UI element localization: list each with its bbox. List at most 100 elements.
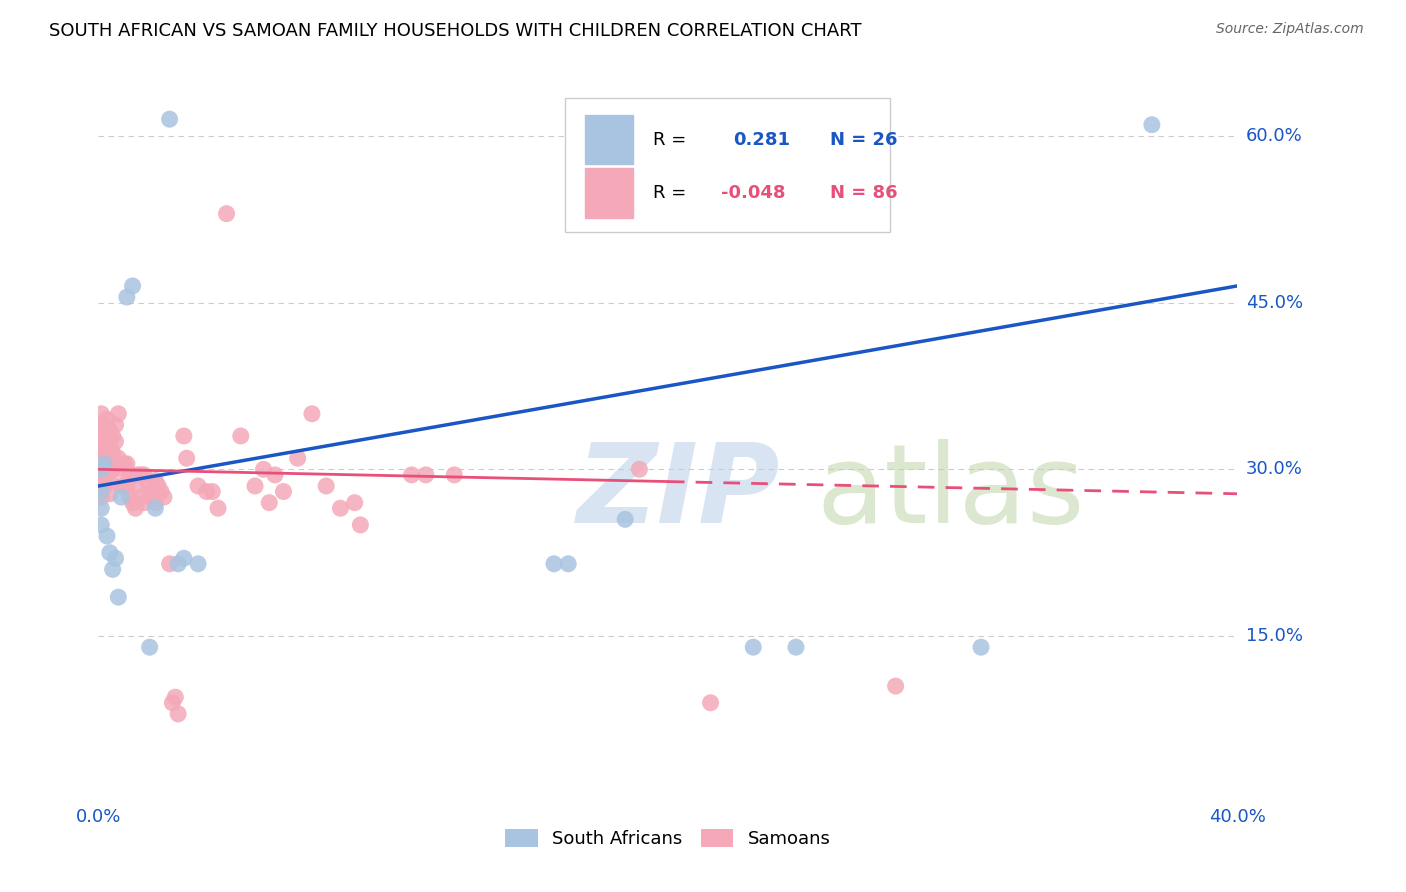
Text: 60.0%: 60.0% bbox=[1246, 127, 1302, 145]
Point bbox=[187, 557, 209, 571]
Point bbox=[93, 445, 115, 459]
Point bbox=[98, 440, 121, 454]
Point bbox=[129, 467, 152, 482]
Point bbox=[90, 467, 112, 482]
Point bbox=[167, 557, 190, 571]
Point bbox=[343, 496, 366, 510]
Point bbox=[112, 479, 135, 493]
Point bbox=[115, 290, 138, 304]
Point bbox=[884, 679, 907, 693]
Point bbox=[243, 479, 266, 493]
Point bbox=[173, 551, 195, 566]
Point bbox=[415, 467, 437, 482]
Point bbox=[110, 462, 132, 476]
Point bbox=[148, 479, 170, 493]
Point bbox=[101, 429, 124, 443]
Point bbox=[141, 484, 163, 499]
Point bbox=[129, 490, 152, 504]
Point bbox=[107, 407, 129, 421]
Point bbox=[349, 517, 371, 532]
Legend: South Africans, Samoans: South Africans, Samoans bbox=[498, 822, 838, 855]
Point bbox=[96, 529, 118, 543]
Point bbox=[93, 457, 115, 471]
Point bbox=[121, 496, 143, 510]
Point bbox=[145, 496, 167, 510]
Point bbox=[110, 479, 132, 493]
Point bbox=[124, 479, 146, 493]
Point bbox=[101, 562, 124, 576]
Point bbox=[259, 496, 281, 510]
Point bbox=[121, 279, 143, 293]
Point bbox=[167, 706, 190, 721]
Point bbox=[90, 462, 112, 476]
Point bbox=[138, 640, 160, 655]
Point bbox=[90, 484, 112, 499]
Bar bbox=[585, 115, 633, 164]
Point bbox=[252, 462, 274, 476]
FancyBboxPatch shape bbox=[565, 98, 890, 232]
Point bbox=[96, 445, 118, 459]
Point bbox=[150, 484, 173, 499]
Point bbox=[118, 467, 141, 482]
Point bbox=[90, 424, 112, 438]
Point bbox=[98, 487, 121, 501]
Point bbox=[110, 490, 132, 504]
Point bbox=[264, 467, 287, 482]
Point bbox=[93, 479, 115, 493]
Text: R =: R = bbox=[652, 184, 692, 202]
Point bbox=[112, 457, 135, 471]
Point bbox=[115, 457, 138, 471]
Point bbox=[273, 484, 295, 499]
Point bbox=[315, 479, 337, 493]
Point bbox=[201, 484, 224, 499]
Point bbox=[176, 451, 198, 466]
Point bbox=[96, 467, 118, 482]
Point bbox=[107, 590, 129, 604]
Point bbox=[215, 207, 238, 221]
Point bbox=[970, 640, 993, 655]
Point bbox=[127, 467, 149, 482]
Point bbox=[124, 501, 146, 516]
Point bbox=[93, 457, 115, 471]
Point bbox=[98, 457, 121, 471]
Point bbox=[153, 490, 176, 504]
Point bbox=[329, 501, 352, 516]
Point bbox=[96, 429, 118, 443]
Point bbox=[98, 424, 121, 438]
Point bbox=[121, 467, 143, 482]
Text: R =: R = bbox=[652, 131, 692, 149]
Point bbox=[93, 467, 115, 482]
Text: 0.281: 0.281 bbox=[733, 131, 790, 149]
Point bbox=[287, 451, 309, 466]
Point bbox=[132, 467, 155, 482]
Point bbox=[90, 479, 112, 493]
Point bbox=[557, 557, 579, 571]
Point bbox=[104, 434, 127, 449]
Text: atlas: atlas bbox=[815, 439, 1084, 546]
Point bbox=[159, 112, 181, 127]
Point bbox=[90, 407, 112, 421]
Point bbox=[301, 407, 323, 421]
Text: ZIP: ZIP bbox=[576, 439, 780, 546]
Point bbox=[195, 484, 218, 499]
Text: N = 86: N = 86 bbox=[830, 184, 897, 202]
Point bbox=[98, 546, 121, 560]
Point bbox=[401, 467, 423, 482]
Point bbox=[118, 490, 141, 504]
Point bbox=[187, 479, 209, 493]
Text: 30.0%: 30.0% bbox=[1246, 460, 1303, 478]
Point bbox=[614, 512, 637, 526]
Point bbox=[145, 501, 167, 516]
Point bbox=[96, 412, 118, 426]
Point bbox=[165, 690, 187, 705]
Point bbox=[1140, 118, 1163, 132]
Point bbox=[207, 501, 229, 516]
Point bbox=[115, 479, 138, 493]
Point bbox=[90, 440, 112, 454]
Point bbox=[132, 496, 155, 510]
Point bbox=[145, 474, 167, 488]
Text: 15.0%: 15.0% bbox=[1246, 627, 1303, 645]
Point bbox=[93, 434, 115, 449]
Point bbox=[138, 484, 160, 499]
Point bbox=[543, 557, 565, 571]
